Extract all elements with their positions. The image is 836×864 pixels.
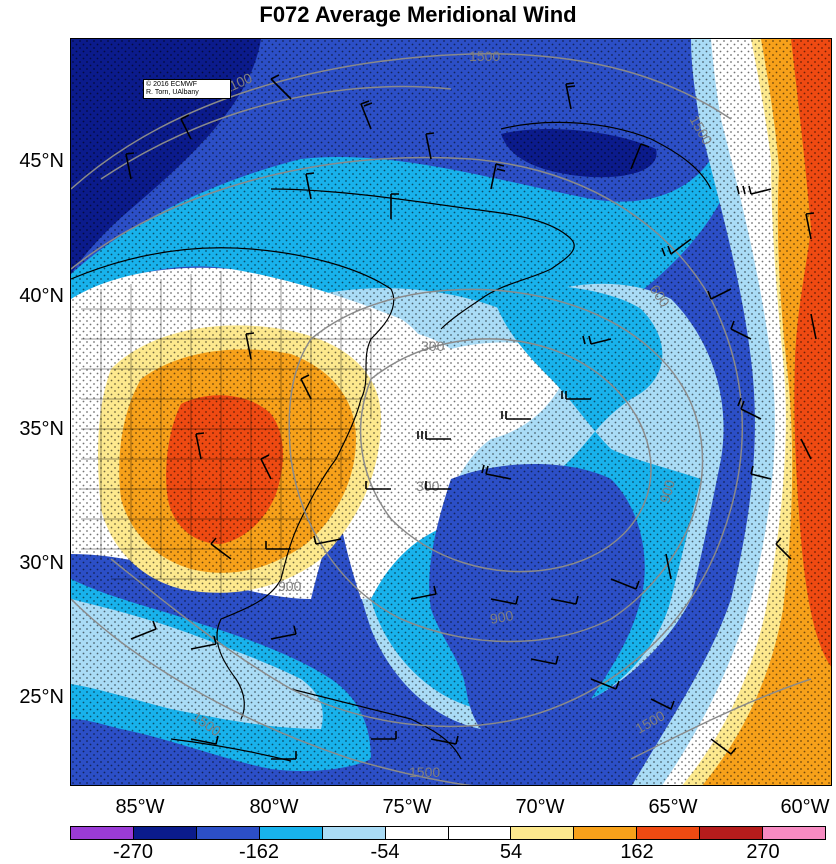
lat-label: 25°N [19,686,64,708]
contour-label: 1500 [469,48,500,64]
height-contours [71,53,812,785]
credit-line-2: R. Torn, UAlbany [146,89,199,96]
chart-title: F072 Average Meridional Wind [259,2,577,27]
lat-label: 35°N [19,418,64,440]
colorbar-swatch [574,827,638,839]
lat-label: 45°N [19,150,64,172]
contour-label: 300 [421,338,445,354]
lon-label: 60°W [780,796,830,818]
colorbar-label: 270 [746,841,780,863]
lon-label: 75°W [382,796,432,818]
lon-label: 80°W [249,796,299,818]
caribbean-coast [290,688,462,760]
cuba-outline [170,738,292,762]
northeast-coast [270,188,575,330]
colorbar-label: -270 [112,841,154,863]
colorbar-swatch [385,827,449,839]
colorbar-label: -162 [238,841,280,863]
county-grid [81,271,391,599]
contour-900-ring [71,156,744,728]
colorbar-swatch [196,827,260,839]
colorbar-swatch [763,827,826,839]
credit-line-1: © 2016 ECMWF [146,81,198,88]
canada-coast [500,121,712,190]
colorbar-label: 162 [620,841,654,863]
contour-1500-southeast [630,678,812,760]
lon-label: 65°W [648,796,698,818]
colorbar-swatch [637,827,701,839]
credit-box: © 2016 ECMWF R. Torn, UAlbany [143,79,231,99]
colorbar-swatch [133,827,197,839]
colorbar-label: 54 [499,841,523,863]
contour-1100 [100,85,452,180]
colorbar-swatch [322,827,386,839]
lon-label: 70°W [515,796,565,818]
colorbar-swatch [71,827,134,839]
contour-label: 900 [278,578,302,594]
contour-1500-north [71,53,732,190]
contour-1500-south [71,598,474,785]
colorbar-swatch [511,827,575,839]
contour-label: 900 [489,607,515,627]
contour-label: 900 [656,478,678,505]
contour-label: 1500 [409,764,440,780]
wind-map: 1500 1100 1500 300 600 300 900 900 900 1… [71,39,831,785]
wind-barbs [125,74,817,760]
colorbar-swatch [700,827,764,839]
lat-label: 30°N [19,552,64,574]
lat-label: 40°N [19,285,64,307]
map-panel: 1500 1100 1500 300 600 300 900 900 900 1… [70,38,832,786]
colorbar-swatch [448,827,512,839]
colorbar-label: -54 [370,841,400,863]
lon-label: 85°W [115,796,165,818]
contour-300-ring [359,338,652,573]
contour-600-ring [288,288,704,643]
colorbar [70,826,826,840]
colorbar-swatch [259,827,323,839]
contour-label: 300 [416,478,440,494]
significance-stipple [71,39,831,785]
